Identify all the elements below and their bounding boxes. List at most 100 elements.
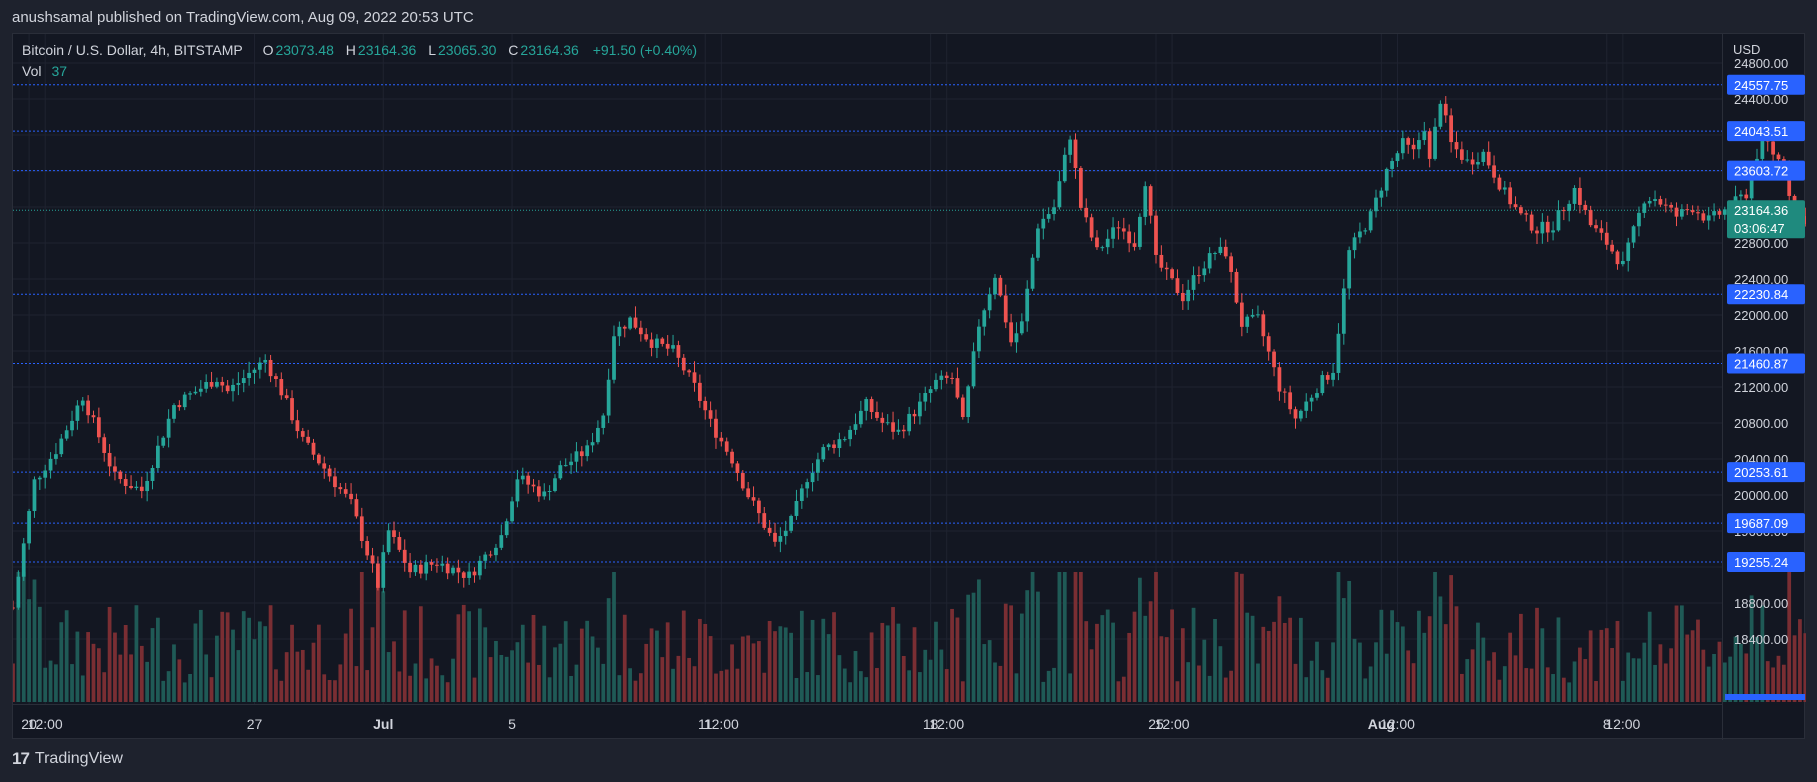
candle-body bbox=[1105, 238, 1110, 248]
candle-body bbox=[1658, 199, 1663, 205]
candle-body bbox=[472, 571, 477, 576]
currency-label[interactable]: USD bbox=[1733, 42, 1761, 57]
volume-bar bbox=[247, 617, 251, 702]
time-tick-label: 12:00 bbox=[1155, 716, 1190, 732]
level-price-label: 21460.87 bbox=[1734, 357, 1788, 372]
volume-bar bbox=[1170, 609, 1174, 702]
volume-bar bbox=[96, 648, 101, 702]
volume-bar bbox=[113, 632, 117, 702]
candle-body bbox=[1261, 314, 1266, 337]
price-tick-label: 24400.00 bbox=[1734, 92, 1788, 107]
candle-body bbox=[408, 562, 412, 573]
volume-bar bbox=[295, 651, 300, 702]
candle-body bbox=[477, 560, 482, 576]
level-price-label: 22230.84 bbox=[1734, 287, 1788, 302]
volume-bar bbox=[402, 610, 407, 702]
volume-bar bbox=[27, 599, 31, 702]
volume-bar bbox=[145, 661, 150, 702]
volume-bar bbox=[1422, 632, 1427, 702]
candle-body bbox=[1674, 207, 1679, 217]
volume-bar bbox=[950, 608, 954, 702]
price-tick-label: 20800.00 bbox=[1734, 416, 1788, 431]
candle-body bbox=[1014, 333, 1019, 343]
time-tick-label: 8 bbox=[1603, 716, 1611, 732]
volume-bar bbox=[1529, 668, 1534, 702]
volume-bar bbox=[1299, 617, 1303, 702]
candle-body bbox=[456, 567, 461, 573]
volume-bar bbox=[907, 670, 912, 702]
volume-bar bbox=[1417, 610, 1421, 702]
volume-bar bbox=[499, 654, 504, 702]
price-tick-label: 21200.00 bbox=[1734, 380, 1788, 395]
candle-body bbox=[1529, 214, 1534, 231]
time-tick-label: 12:00 bbox=[704, 716, 739, 732]
volume-bar bbox=[1014, 673, 1019, 702]
volume-bar bbox=[1535, 607, 1539, 702]
candle-body bbox=[1712, 211, 1716, 216]
time-tick-label: 11 bbox=[698, 716, 713, 732]
level-price-tag bbox=[1727, 462, 1805, 483]
candle-body bbox=[1121, 228, 1126, 232]
candle-body bbox=[376, 563, 380, 588]
level-price-label: 24043.51 bbox=[1734, 124, 1788, 139]
candle-body bbox=[86, 400, 91, 416]
symbol-title[interactable]: Bitcoin / U.S. Dollar, 4h, BITSTAMP bbox=[22, 42, 243, 58]
candle-body bbox=[359, 516, 364, 542]
candle-body bbox=[628, 317, 632, 329]
candle-body bbox=[1739, 194, 1743, 197]
candle-body bbox=[172, 405, 176, 419]
volume-bar bbox=[1368, 666, 1373, 702]
volume-bar bbox=[526, 662, 531, 702]
volume-bar bbox=[826, 634, 831, 702]
price-chart[interactable]: 18400.0018800.0019200.0019600.0020000.00… bbox=[13, 34, 1806, 740]
candle-body bbox=[402, 549, 407, 563]
volume-bar bbox=[1395, 622, 1400, 702]
candle-body bbox=[783, 530, 788, 537]
footer-brand[interactable]: 17 TradingView bbox=[12, 749, 123, 769]
volume-bar bbox=[1229, 670, 1233, 702]
volume-bar bbox=[504, 656, 509, 702]
candle-body bbox=[553, 478, 557, 491]
volume-bar bbox=[1256, 663, 1260, 702]
volume-bar bbox=[16, 572, 21, 702]
volume-bar bbox=[182, 682, 187, 702]
volume-bar bbox=[1733, 636, 1738, 702]
volume-bar bbox=[1111, 622, 1115, 702]
candle-body bbox=[231, 384, 235, 392]
candle-body bbox=[638, 327, 643, 335]
candle-body bbox=[70, 420, 74, 431]
candle-body bbox=[1089, 217, 1094, 238]
volume-bar bbox=[1502, 666, 1507, 702]
candle-body bbox=[864, 399, 869, 411]
candle-body bbox=[1046, 214, 1051, 219]
time-tick-label: 27 bbox=[247, 716, 263, 732]
close-value: 23164.36 bbox=[520, 42, 579, 58]
level-price-label: 20253.61 bbox=[1734, 465, 1788, 480]
volume-bar bbox=[274, 669, 278, 702]
candle-body bbox=[1696, 212, 1700, 214]
candle-body bbox=[209, 382, 214, 387]
candle-body bbox=[322, 463, 327, 469]
volume-bar bbox=[1041, 681, 1046, 702]
volume-bar bbox=[188, 673, 192, 702]
candle-body bbox=[853, 424, 858, 430]
volume-bar bbox=[220, 611, 225, 702]
level-price-label: 24557.75 bbox=[1734, 78, 1788, 93]
volume-bar bbox=[1631, 658, 1636, 702]
candle-body bbox=[1417, 140, 1421, 150]
volume-bar bbox=[783, 627, 788, 702]
countdown-label: 03:06:47 bbox=[1734, 221, 1785, 236]
volume-bar bbox=[1003, 603, 1008, 702]
candle-body bbox=[1685, 209, 1690, 211]
volume-bar bbox=[1400, 626, 1405, 702]
volume-bar bbox=[338, 664, 343, 702]
candle-body bbox=[1191, 275, 1196, 290]
volume-bar bbox=[456, 614, 461, 702]
chart-frame[interactable]: 18400.0018800.0019200.0019600.0020000.00… bbox=[12, 33, 1806, 740]
candle-body bbox=[445, 563, 450, 574]
volume-bar bbox=[1046, 670, 1051, 702]
candle-body bbox=[515, 479, 520, 502]
volume-bar bbox=[381, 591, 386, 702]
volume-bar bbox=[1674, 605, 1679, 702]
volume-bar bbox=[64, 610, 69, 702]
